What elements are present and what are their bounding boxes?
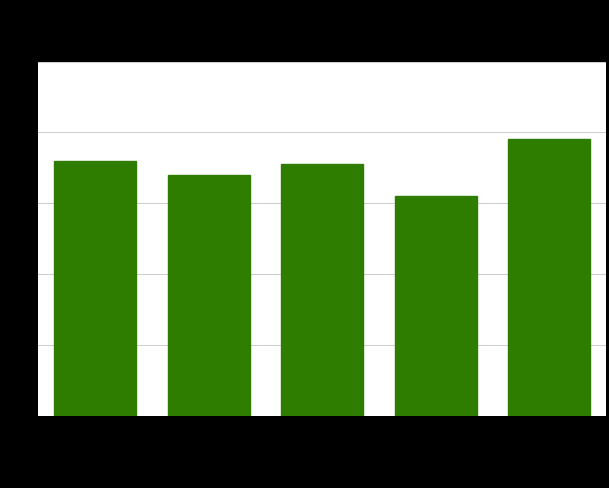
Bar xyxy=(54,162,136,416)
Bar xyxy=(281,165,363,416)
Bar xyxy=(509,140,590,416)
Bar xyxy=(395,197,477,416)
Bar xyxy=(167,176,250,416)
